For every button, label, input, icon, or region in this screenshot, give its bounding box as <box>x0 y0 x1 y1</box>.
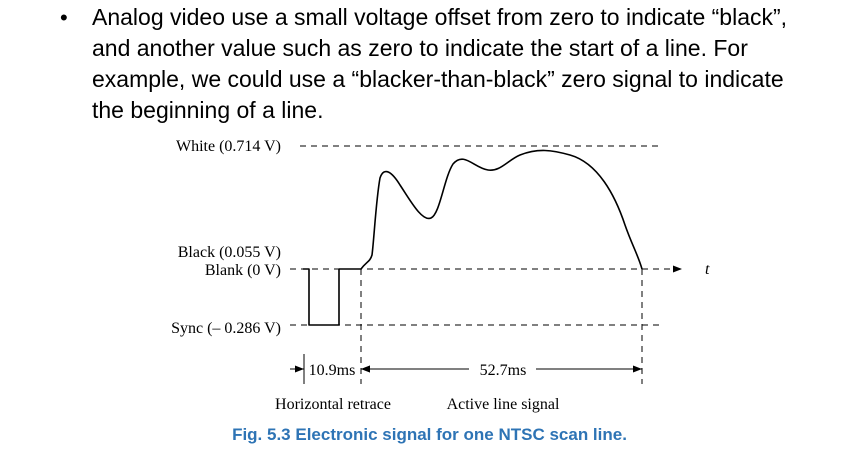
time-axis-label: t <box>705 261 710 278</box>
active-duration-label: 52.7ms <box>480 362 527 379</box>
retrace-segment-label: Horizontal retrace <box>275 396 391 413</box>
blank-level-label: Blank (0 V) <box>205 262 281 279</box>
bullet-icon: • <box>60 5 68 30</box>
ntsc-waveform <box>303 149 643 326</box>
bullet-text: Analog video use a small voltage offset … <box>92 4 788 123</box>
active-segment-label: Active line signal <box>447 396 560 413</box>
sync-level-label: Sync (– 0.286 V) <box>171 320 281 337</box>
retrace-duration-label: 10.9ms <box>309 362 356 379</box>
figure-caption: Fig. 5.3 Electronic signal for one NTSC … <box>232 425 627 444</box>
black-level-label: Black (0.055 V) <box>178 244 281 261</box>
white-level-label: White (0.714 V) <box>176 138 281 155</box>
bullet-point: • Analog video use a small voltage offse… <box>60 2 820 126</box>
